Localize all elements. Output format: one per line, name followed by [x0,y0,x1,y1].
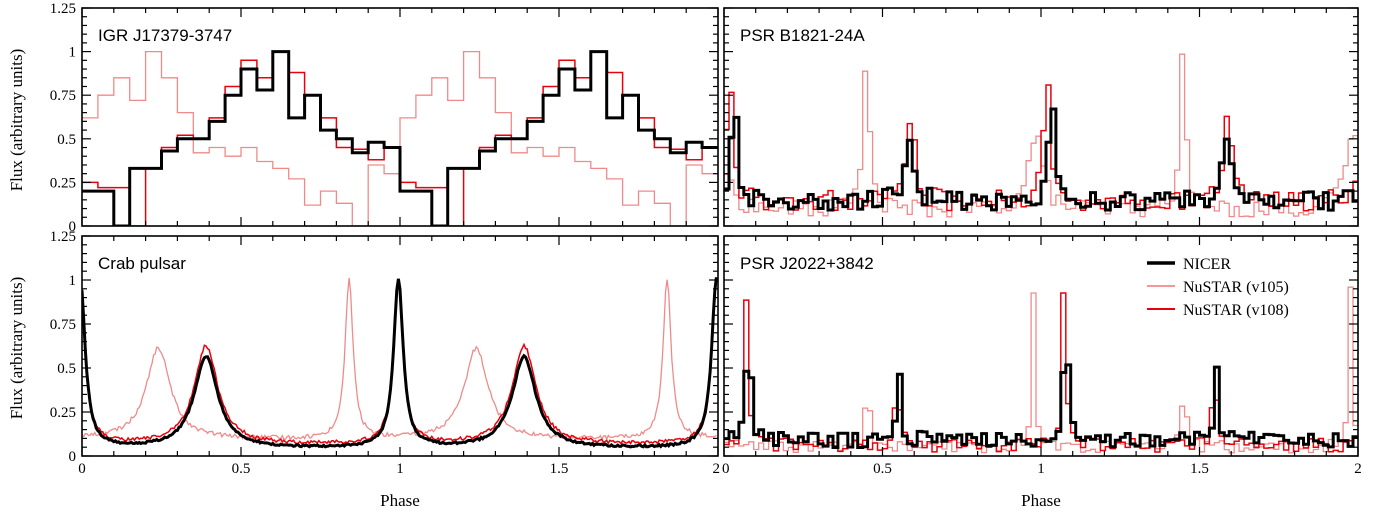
x-axis-title-left: Phase [380,491,420,510]
y-tick-label: 0.5 [57,361,76,377]
y-tick-label: 0.75 [50,88,76,104]
y-tick-label: 1.25 [50,1,76,17]
x-tick-label: 1.5 [1190,461,1209,477]
series-nicer-line [82,50,718,226]
x-tick-label: 1.5 [550,461,569,477]
y-axis-title-bottom: Flux (arbitrary units) [7,277,26,420]
legend-label: NuSTAR (v105) [1183,279,1289,296]
panel-2: PSR B1821-24A [723,7,1359,227]
x-tick-label: 0.5 [873,461,892,477]
y-tick-label: 0.5 [57,132,76,148]
x-tick-label: 1 [1037,461,1045,477]
series-nustar-v105-line [82,50,718,226]
series-nustar-v108-line [724,84,1358,212]
y-tick-label: 0.25 [50,175,76,191]
panel-title: PSR J2022+3842 [740,254,874,273]
plot-area [82,50,718,226]
panel-3: 0 0.25 0.5 0.75 1 1.25 0 0.5 1 1.5 2 Crab pulsar [50,229,720,477]
x-tick-label: 2 [713,461,721,477]
y-tick-label: 0 [69,219,77,235]
plot-area [724,53,1358,218]
y-tick-label: 1 [69,273,77,289]
panel-1: 0 0.25 0.5 0.75 1 1.25 IGR J17379-3747 [50,1,719,235]
legend-label: NuSTAR (v108) [1183,302,1289,319]
y-tick-label: 0 [69,449,77,465]
panel-title: Crab pulsar [98,254,186,273]
legend: NICER NuSTAR (v105) NuSTAR (v108) [1147,256,1289,319]
legend-label: NICER [1183,256,1231,273]
panel-title: IGR J17379-3747 [98,26,232,45]
x-tick-label: 2 [1354,461,1362,477]
y-tick-label: 0.75 [50,317,76,333]
series-nustar-v108-line [82,277,718,446]
series-nustar-v105-line [82,277,717,441]
plot-area [82,277,718,449]
x-tick-label: 0 [78,461,86,477]
series-nicer-line [82,277,718,449]
x-axis-title-right: Phase [1021,491,1061,510]
panel-title: PSR B1821-24A [740,26,865,45]
plot-area [724,286,1358,454]
x-tick-label: 0.5 [232,461,251,477]
y-tick-label: 1 [69,45,77,61]
series-nicer-line [724,107,1358,212]
y-tick-label: 0.25 [50,405,76,421]
x-tick-label: 1 [396,461,404,477]
y-tick-label: 1.25 [50,229,76,245]
x-tick-label: 0 [722,461,730,477]
series-nicer-line [724,363,1358,449]
y-axis-title-top: Flux (arbitrary units) [7,49,26,192]
panel-4: 0 0.5 1 1.5 2 PSR J2022+3842 NICER NuSTAR (v105… [722,235,1362,477]
